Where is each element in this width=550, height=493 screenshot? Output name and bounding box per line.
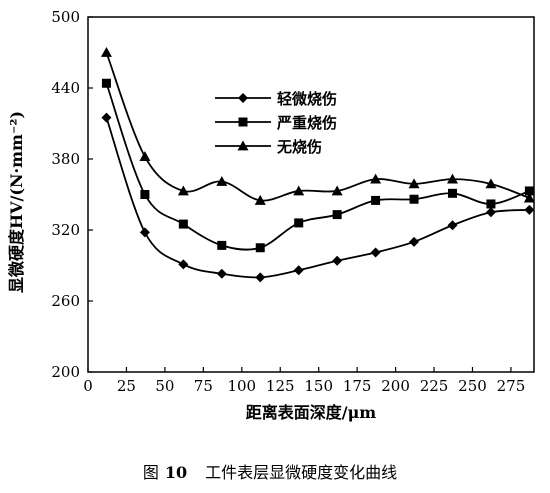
legend-item: 无烧伤 <box>215 138 322 156</box>
plot-frame <box>87 16 535 373</box>
y-axis-label: 显微硬度HV/(N·mm⁻²) <box>7 111 26 293</box>
series-layer <box>100 47 535 283</box>
data-point <box>409 194 419 204</box>
series-line <box>105 82 530 251</box>
series-3 <box>100 47 535 205</box>
y-axis: 200 260 320 380 440 500 <box>51 8 93 381</box>
data-point <box>332 210 342 220</box>
data-point <box>485 207 496 218</box>
legend-label: 轻微烧伤 <box>277 90 337 108</box>
data-point <box>523 192 535 203</box>
data-point <box>370 247 381 258</box>
legend-label: 严重烧伤 <box>276 114 337 132</box>
x-tick-label: 100 <box>227 377 256 395</box>
series-1 <box>101 112 535 283</box>
data-point <box>485 178 497 189</box>
data-point <box>216 268 227 279</box>
data-point <box>178 219 188 229</box>
x-axis-label: 距离表面深度/μm <box>246 403 377 422</box>
caption-text: 工件表层显微硬度变化曲线 <box>205 463 397 482</box>
data-point <box>101 112 112 123</box>
x-tick-label: 200 <box>381 377 410 395</box>
x-tick-label: 25 <box>117 377 136 395</box>
data-point <box>524 204 535 215</box>
data-point <box>255 243 265 253</box>
data-point <box>331 185 343 196</box>
caption-prefix: 图 <box>143 463 159 482</box>
data-point <box>370 173 382 184</box>
data-point <box>216 175 228 186</box>
legend-marker <box>238 93 248 103</box>
data-point <box>408 178 420 189</box>
data-point <box>446 173 458 184</box>
data-point <box>293 265 304 276</box>
data-point <box>524 186 534 196</box>
legend-item: 轻微烧伤 <box>215 90 337 108</box>
y-tick-label: 500 <box>51 8 80 26</box>
x-tick-label: 50 <box>155 377 174 395</box>
data-point <box>447 188 457 198</box>
data-point <box>294 218 304 228</box>
y-tick-label: 440 <box>51 79 80 97</box>
data-point <box>177 185 189 196</box>
data-point <box>178 259 189 270</box>
data-point <box>140 190 150 199</box>
x-tick-label: 275 <box>497 377 526 395</box>
x-tick-label: 225 <box>420 377 449 395</box>
data-point <box>293 185 305 196</box>
plot-area <box>87 16 535 373</box>
x-tick-label: 75 <box>194 377 213 395</box>
data-point <box>447 220 458 231</box>
data-point <box>139 227 150 238</box>
legend-marker <box>237 140 249 151</box>
data-point <box>371 195 381 205</box>
data-point <box>217 240 227 250</box>
x-tick-label: 250 <box>458 377 487 395</box>
data-point <box>332 255 343 266</box>
data-point <box>100 47 112 57</box>
series-2 <box>101 78 534 253</box>
y-tick-label: 200 <box>51 363 80 381</box>
data-point <box>409 236 420 247</box>
x-axis: 0 25 50 75 100 125 150 175 200 225 250 275 <box>83 367 525 395</box>
x-tick-label: 125 <box>266 377 295 395</box>
x-tick-label: 175 <box>343 377 372 395</box>
caption-number: 10 <box>165 463 187 482</box>
legend-item: 严重烧伤 <box>215 114 337 132</box>
legend-label: 无烧伤 <box>276 138 322 156</box>
data-point <box>101 78 111 88</box>
y-tick-label: 320 <box>51 221 80 239</box>
data-point <box>255 272 266 283</box>
data-point <box>486 199 496 209</box>
figure-caption: 图 10 工件表层显微硬度变化曲线 <box>143 463 397 482</box>
data-point <box>254 194 266 205</box>
y-tick-label: 380 <box>51 150 80 168</box>
x-tick-label: 150 <box>304 377 333 395</box>
legend-marker <box>238 117 248 127</box>
y-tick-label: 260 <box>51 292 80 310</box>
x-tick-label: 0 <box>83 377 93 395</box>
data-point <box>139 151 151 162</box>
